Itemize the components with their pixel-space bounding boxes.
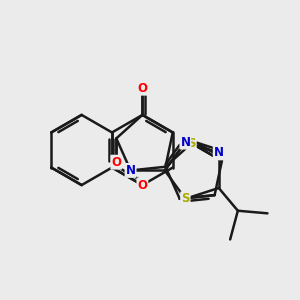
Text: O: O: [137, 178, 147, 192]
Text: N: N: [180, 136, 190, 148]
Text: O: O: [111, 156, 121, 169]
Text: N: N: [126, 164, 136, 177]
Text: S: S: [181, 192, 190, 205]
Text: O: O: [137, 82, 147, 95]
Text: S: S: [187, 137, 196, 150]
Text: N: N: [214, 146, 224, 159]
